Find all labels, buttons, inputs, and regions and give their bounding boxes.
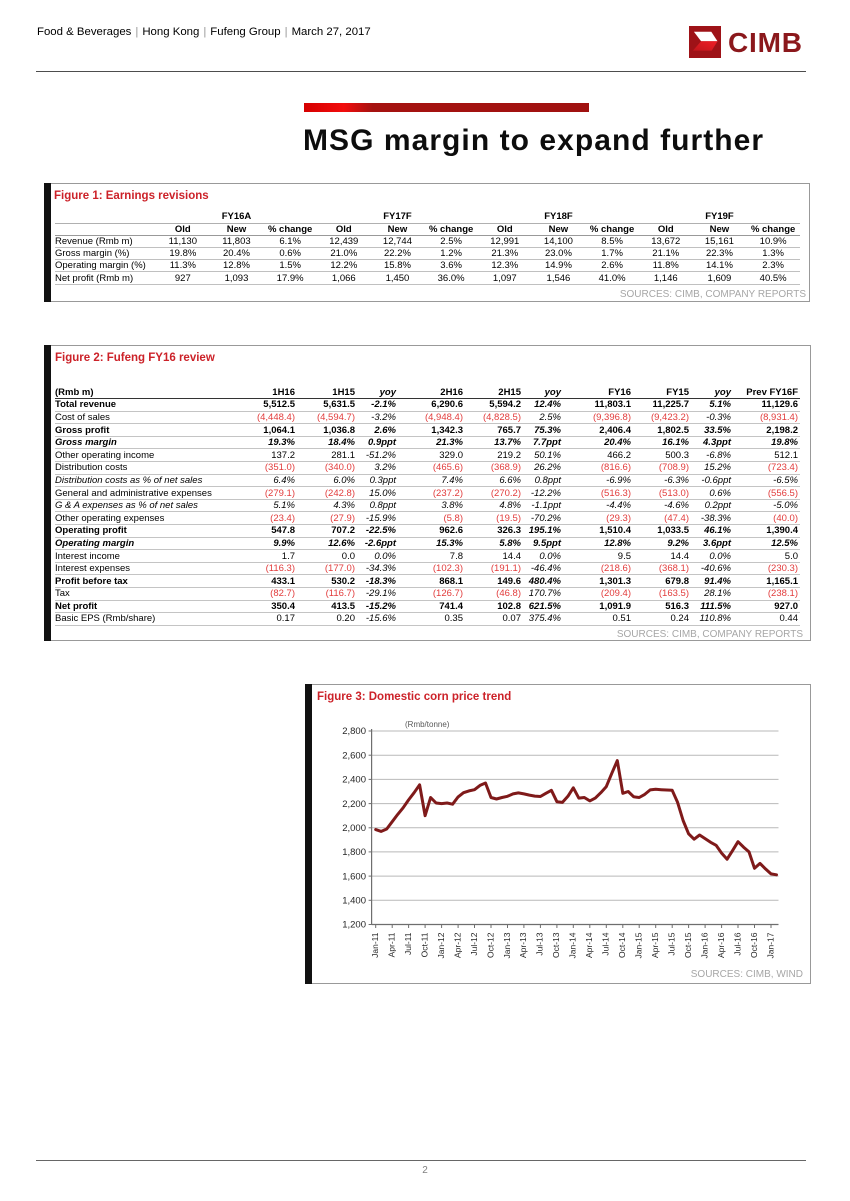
svg-text:Apr-13: Apr-13 (518, 932, 528, 958)
svg-text:2,400: 2,400 (342, 775, 366, 786)
svg-text:Jul-15: Jul-15 (666, 932, 676, 955)
svg-text:Jul-12: Jul-12 (469, 932, 479, 955)
svg-text:(Rmb/tonne): (Rmb/tonne) (405, 720, 450, 729)
svg-text:Jul-16: Jul-16 (732, 932, 742, 955)
svg-text:Jul-14: Jul-14 (601, 932, 611, 955)
svg-text:Jan-12: Jan-12 (436, 932, 446, 958)
svg-text:Apr-11: Apr-11 (386, 932, 396, 957)
svg-text:Oct-12: Oct-12 (485, 932, 495, 958)
svg-text:Apr-15: Apr-15 (650, 932, 660, 958)
svg-text:1,200: 1,200 (342, 920, 366, 931)
svg-text:2,000: 2,000 (342, 823, 366, 834)
svg-text:2,200: 2,200 (342, 799, 366, 810)
svg-text:Jan-11: Jan-11 (370, 932, 380, 958)
svg-text:Jan-16: Jan-16 (699, 932, 709, 958)
svg-text:Jan-14: Jan-14 (568, 932, 578, 958)
svg-text:Apr-16: Apr-16 (716, 932, 726, 958)
svg-text:Jan-17: Jan-17 (765, 932, 775, 958)
svg-text:Oct-13: Oct-13 (551, 932, 561, 958)
svg-text:Oct-11: Oct-11 (419, 932, 429, 957)
svg-text:Apr-12: Apr-12 (452, 932, 462, 958)
svg-text:1,600: 1,600 (342, 871, 366, 882)
svg-text:Oct-16: Oct-16 (749, 932, 759, 958)
svg-text:Jan-15: Jan-15 (633, 932, 643, 958)
svg-text:Apr-14: Apr-14 (584, 932, 594, 958)
svg-text:1,800: 1,800 (342, 847, 366, 858)
svg-text:Oct-14: Oct-14 (617, 932, 627, 958)
svg-text:2,600: 2,600 (342, 750, 366, 761)
svg-text:2,800: 2,800 (342, 726, 366, 737)
svg-text:Jul-13: Jul-13 (535, 932, 545, 955)
svg-text:Oct-15: Oct-15 (683, 932, 693, 958)
svg-text:Jul-11: Jul-11 (403, 932, 413, 955)
svg-text:1,400: 1,400 (342, 896, 366, 907)
svg-text:Jan-13: Jan-13 (502, 932, 512, 958)
